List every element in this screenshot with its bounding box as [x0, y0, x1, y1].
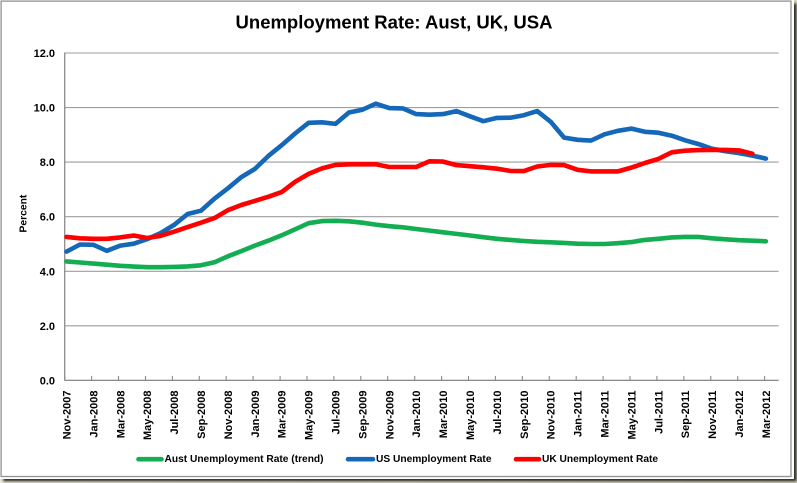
svg-text:Mar-2009: Mar-2009: [277, 391, 289, 439]
svg-text:Mar-2010: Mar-2010: [438, 391, 450, 439]
svg-text:Jul-2010: Jul-2010: [492, 391, 504, 435]
svg-text:UK Unemployment Rate: UK Unemployment Rate: [542, 454, 658, 465]
svg-text:May-2010: May-2010: [465, 391, 477, 441]
svg-text:Jan-2010: Jan-2010: [411, 391, 423, 438]
svg-text:Mar-2011: Mar-2011: [600, 391, 612, 438]
svg-text:Jul-2009: Jul-2009: [331, 391, 343, 435]
svg-text:Sep-2009: Sep-2009: [357, 391, 369, 439]
svg-text:4.0: 4.0: [40, 266, 55, 278]
svg-text:Jul-2011: Jul-2011: [653, 391, 665, 434]
svg-text:Jul-2008: Jul-2008: [169, 391, 181, 435]
svg-text:Sep-2008: Sep-2008: [196, 391, 208, 439]
svg-text:Jan-2008: Jan-2008: [88, 391, 100, 438]
svg-text:Jan-2009: Jan-2009: [250, 391, 262, 438]
svg-text:10.0: 10.0: [34, 103, 55, 115]
svg-text:May-2008: May-2008: [142, 391, 154, 441]
svg-text:May-2009: May-2009: [304, 391, 316, 441]
svg-text:6.0: 6.0: [40, 212, 55, 224]
svg-text:Jan-2012: Jan-2012: [734, 391, 746, 438]
svg-text:Mar-2012: Mar-2012: [761, 391, 773, 439]
svg-text:Aust Unemployment Rate (trend): Aust Unemployment Rate (trend): [165, 454, 324, 465]
svg-text:US Unemployment Rate: US Unemployment Rate: [376, 454, 492, 465]
svg-text:Nov-2010: Nov-2010: [546, 391, 558, 440]
svg-text:Nov-2011: Nov-2011: [707, 391, 719, 439]
svg-text:Unemployment Rate: Aust, UK, U: Unemployment Rate: Aust, UK, USA: [236, 12, 553, 33]
svg-text:Nov-2009: Nov-2009: [384, 391, 396, 440]
svg-text:May-2011: May-2011: [626, 391, 638, 440]
svg-text:0.0: 0.0: [40, 375, 55, 387]
svg-text:Sep-2011: Sep-2011: [680, 391, 692, 439]
svg-text:12.0: 12.0: [34, 48, 55, 60]
svg-text:Nov-2008: Nov-2008: [223, 391, 235, 440]
svg-text:8.0: 8.0: [40, 157, 55, 169]
svg-text:2.0: 2.0: [40, 321, 55, 333]
svg-text:Jan-2011: Jan-2011: [573, 391, 585, 437]
svg-text:Nov-2007: Nov-2007: [62, 391, 74, 440]
svg-text:Percent: Percent: [19, 194, 30, 232]
svg-text:Sep-2010: Sep-2010: [519, 391, 531, 439]
svg-text:Mar-2008: Mar-2008: [115, 391, 127, 439]
